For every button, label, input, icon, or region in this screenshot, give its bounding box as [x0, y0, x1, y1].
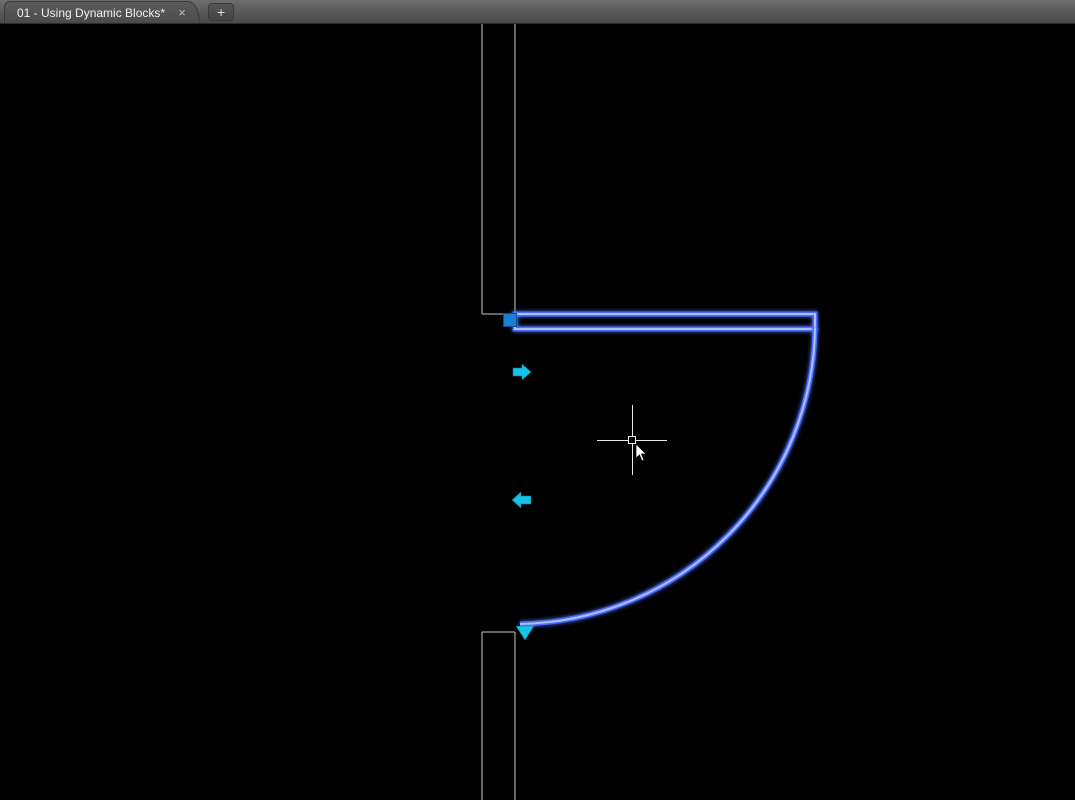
cad-geometry — [0, 24, 1075, 800]
close-tab-icon[interactable]: × — [175, 6, 189, 20]
document-tab-title: 01 - Using Dynamic Blocks* — [17, 6, 165, 20]
plus-icon: + — [217, 4, 225, 20]
new-tab-button[interactable]: + — [208, 3, 234, 21]
insertion-point-grip[interactable] — [503, 313, 517, 327]
document-tab-active[interactable]: 01 - Using Dynamic Blocks* × — [4, 1, 200, 23]
tab-bar: 01 - Using Dynamic Blocks* × + — [0, 0, 1075, 24]
drawing-canvas[interactable] — [0, 24, 1075, 800]
